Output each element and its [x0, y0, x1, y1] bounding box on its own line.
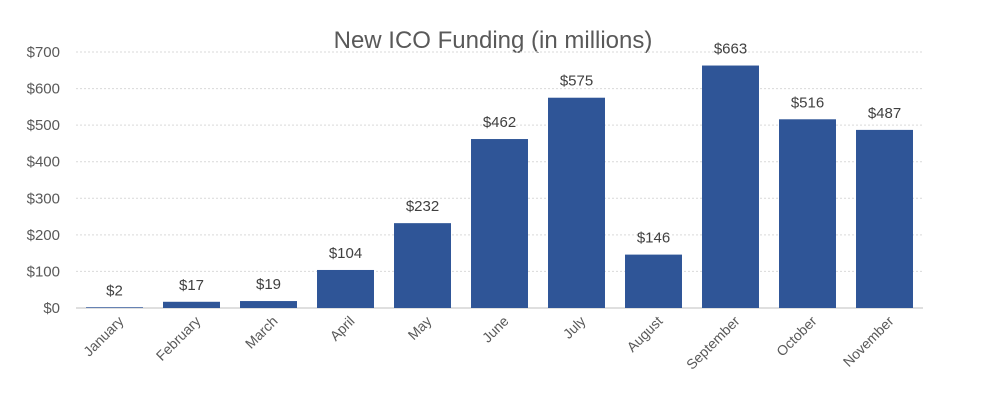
chart-title: New ICO Funding (in millions): [334, 27, 653, 54]
x-category-label: September: [683, 313, 743, 373]
bar-data-label: $232: [406, 198, 439, 215]
bar: [548, 97, 605, 308]
y-tick-label: $200: [27, 227, 60, 244]
data-labels: $2 $17 $19 $104 $232 $462 $575 $146 $663 $516 $487: [106, 41, 901, 300]
bars: [86, 65, 913, 308]
bar-data-label: $146: [637, 230, 670, 247]
bar: [856, 129, 913, 308]
bar: [625, 254, 682, 308]
bar: [317, 269, 374, 308]
y-tick-label: $0: [43, 300, 60, 317]
y-tick-label: $500: [27, 117, 60, 134]
y-tick-label: $100: [27, 263, 60, 280]
x-category-label: January: [80, 313, 127, 360]
y-tick-label: $300: [27, 190, 60, 207]
bar-data-label: $575: [560, 73, 593, 90]
bar-data-label: $462: [483, 114, 516, 131]
bar: [86, 307, 143, 308]
x-category-label: May: [405, 313, 435, 343]
bar-data-label: $516: [791, 94, 824, 111]
x-category-label: February: [153, 313, 204, 364]
y-axis-ticks: $0 $100 $200 $300 $400 $500 $600 $700: [27, 44, 60, 317]
bar: [163, 301, 220, 308]
bar-data-label: $2: [106, 282, 123, 299]
bar-data-label: $663: [714, 41, 747, 58]
bar-data-label: $17: [179, 277, 204, 294]
x-category-label: June: [479, 313, 512, 346]
x-category-label: March: [242, 313, 281, 352]
bar: [702, 65, 759, 308]
x-category-label: November: [840, 313, 897, 370]
bar: [471, 139, 528, 308]
bar: [394, 223, 451, 308]
y-tick-label: $700: [27, 44, 60, 61]
x-axis-categories: January February March April May June July Augu…: [80, 313, 897, 373]
bar: [240, 301, 297, 308]
y-tick-label: $600: [27, 81, 60, 98]
x-category-label: August: [623, 313, 665, 355]
bar-data-label: $104: [329, 245, 362, 262]
bar-data-label: $19: [256, 276, 281, 293]
bar: [779, 119, 836, 308]
x-category-label: October: [773, 313, 820, 360]
y-tick-label: $400: [27, 154, 60, 171]
x-category-label: July: [560, 313, 589, 342]
x-category-label: April: [326, 313, 357, 344]
bar-data-label: $487: [868, 105, 901, 122]
